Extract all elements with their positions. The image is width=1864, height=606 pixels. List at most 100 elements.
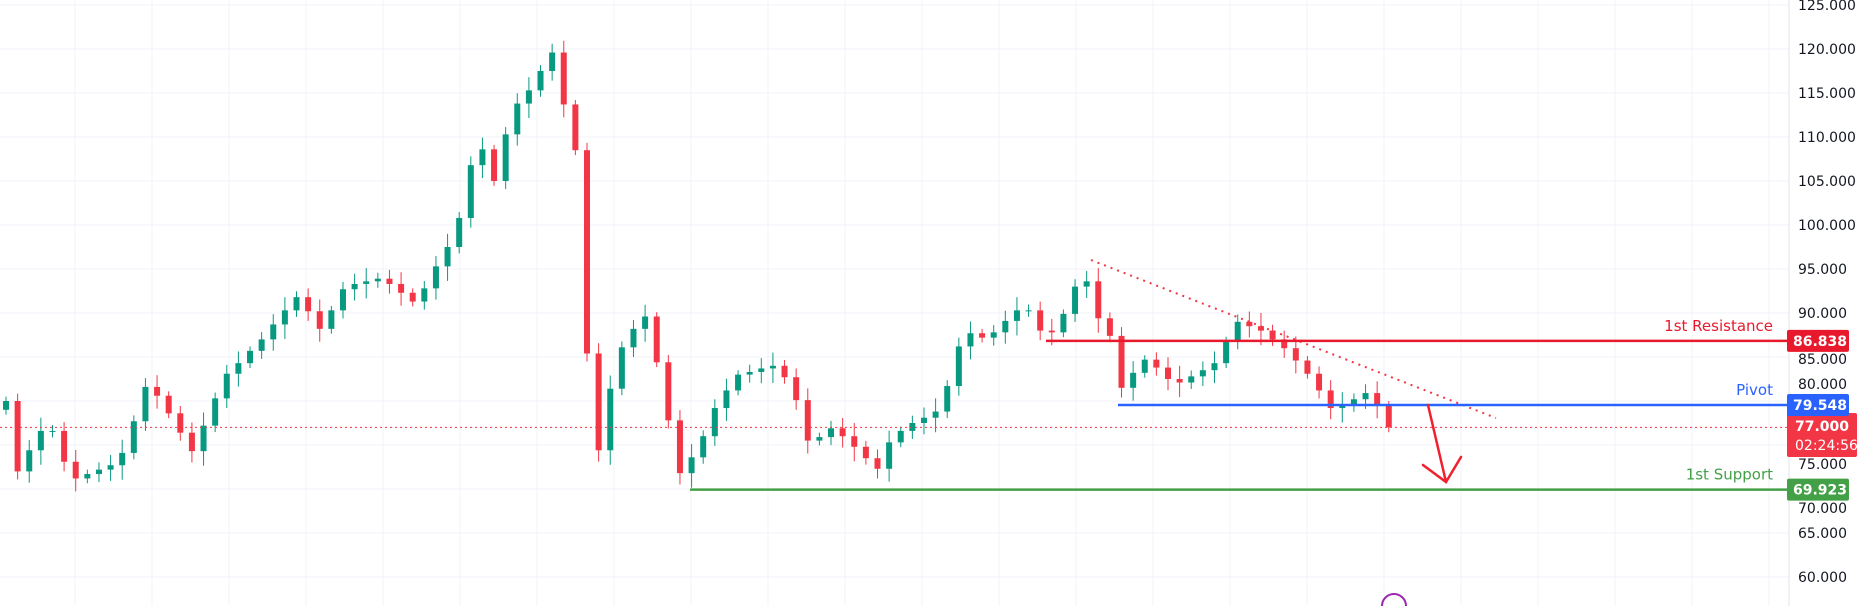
candle — [665, 354, 672, 429]
candle-body — [839, 428, 846, 437]
candle-body — [1118, 335, 1125, 388]
candle — [1118, 327, 1125, 398]
candle-body — [432, 266, 439, 289]
candle-body — [444, 247, 451, 267]
candle-body — [491, 149, 498, 181]
candle — [1176, 365, 1183, 398]
candle — [212, 392, 219, 433]
candle-body — [1072, 286, 1079, 314]
y-tick-label: 100.000 — [1798, 218, 1856, 234]
candle — [107, 454, 114, 481]
candle — [188, 422, 195, 463]
candle — [642, 304, 649, 342]
candle-body — [932, 411, 939, 418]
pivot-value: 79.548 — [1793, 398, 1847, 414]
candle-body — [642, 316, 649, 329]
candle-body — [1106, 318, 1113, 336]
candle — [769, 352, 776, 383]
candle — [1211, 351, 1218, 384]
candle — [270, 314, 277, 351]
candle-body — [1374, 393, 1381, 406]
candle — [1339, 392, 1346, 423]
candle-body — [944, 386, 951, 412]
candle-body — [1339, 405, 1346, 409]
candle — [1374, 381, 1381, 419]
candle-body — [293, 297, 300, 311]
y-tick-label: 105.000 — [1798, 174, 1856, 190]
candle — [1141, 355, 1148, 378]
candle-body — [1095, 281, 1102, 319]
candle-body — [1362, 393, 1369, 400]
bar-countdown: 02:24:56 — [1795, 438, 1858, 454]
candle — [1246, 311, 1253, 338]
candle — [363, 268, 370, 299]
candle — [630, 320, 637, 357]
candle — [560, 40, 567, 118]
candle-body — [200, 425, 207, 452]
candle-body — [1037, 310, 1044, 331]
candle-body — [14, 401, 21, 472]
candle-body — [758, 368, 765, 372]
candle — [316, 299, 323, 342]
candle-body — [630, 328, 637, 348]
candle — [339, 281, 346, 319]
candle-body — [920, 417, 927, 423]
candle-body — [1199, 370, 1206, 377]
candle — [920, 407, 927, 435]
descending-trendline[interactable] — [1090, 259, 1497, 419]
candle-body — [502, 134, 509, 181]
candle — [1083, 271, 1090, 298]
candle-body — [1025, 310, 1032, 312]
candle-body — [316, 311, 323, 329]
candle-body — [1304, 360, 1311, 374]
candle-body — [107, 465, 114, 470]
candle-body — [270, 324, 277, 340]
candle — [14, 393, 21, 480]
candle — [793, 368, 800, 410]
candle — [584, 142, 590, 362]
down-arrow[interactable] — [1421, 403, 1463, 484]
1st-resistance-badge — [1787, 329, 1849, 352]
candle — [119, 439, 126, 480]
candle — [293, 291, 300, 317]
candle-body — [862, 446, 869, 459]
candle-body — [1385, 405, 1392, 428]
candle — [374, 272, 381, 288]
candle — [200, 412, 207, 466]
candle — [456, 212, 463, 254]
candle — [258, 332, 265, 359]
candle — [549, 43, 556, 81]
candle-body — [154, 386, 161, 396]
event-marker-icon[interactable] — [1381, 593, 1407, 606]
candle-body — [1234, 321, 1241, 342]
candle — [1037, 301, 1044, 341]
candle — [1281, 330, 1288, 358]
candle-body — [363, 281, 370, 284]
candle — [247, 346, 254, 368]
price-badges: 77.000 02:24:56 86.838 79.548 69.923 — [1787, 329, 1858, 501]
candle — [874, 449, 881, 479]
candle-body — [746, 371, 753, 375]
candle-body — [1141, 359, 1148, 373]
candle-body — [793, 377, 800, 401]
candle-body — [1269, 330, 1276, 340]
candle — [781, 359, 788, 384]
price-axis[interactable]: 60.000 65.000 70.000 75.000 80.000 85.000 90.0… — [1798, 0, 1856, 586]
candle-body — [525, 90, 532, 104]
candle — [491, 144, 498, 186]
candle — [525, 77, 532, 119]
candle-body — [1350, 399, 1357, 406]
candle-body — [421, 288, 428, 302]
candle — [467, 156, 474, 228]
candle-body — [26, 450, 33, 472]
candle-body — [1327, 390, 1334, 409]
candle-body — [1246, 321, 1253, 327]
candles — [3, 40, 1392, 492]
1st-support-value: 69.923 — [1793, 483, 1847, 499]
candle — [3, 396, 9, 415]
candle-body — [967, 333, 974, 347]
y-tick-label: 80.000 — [1798, 377, 1847, 393]
candle — [26, 440, 33, 483]
candle — [1106, 312, 1113, 343]
